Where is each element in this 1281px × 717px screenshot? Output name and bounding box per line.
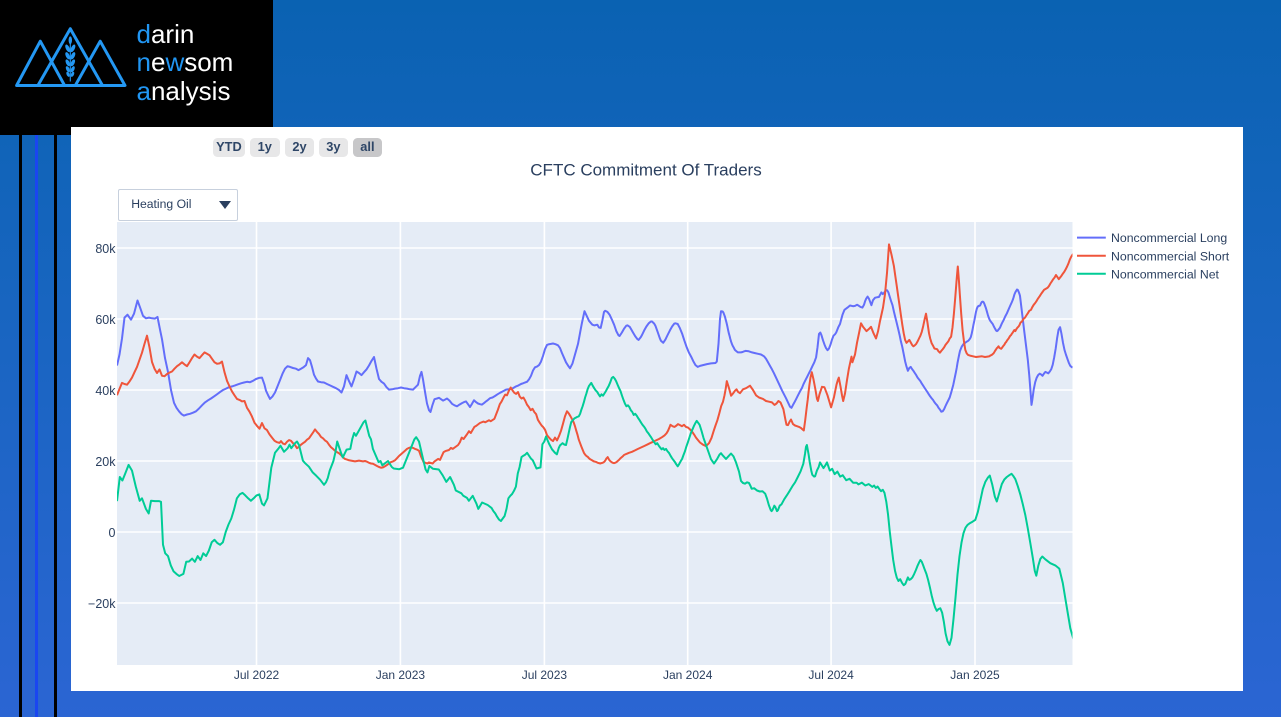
svg-text:Jul 2023: Jul 2023 [522, 668, 568, 682]
svg-text:Jul 2024: Jul 2024 [808, 668, 854, 682]
svg-text:0: 0 [109, 526, 116, 540]
svg-text:Jan 2023: Jan 2023 [376, 668, 426, 682]
svg-text:20k: 20k [95, 455, 116, 469]
svg-text:Jan 2025: Jan 2025 [950, 668, 1000, 682]
svg-text:−20k: −20k [88, 597, 116, 611]
svg-text:Noncommercial Short: Noncommercial Short [1111, 249, 1230, 263]
svg-text:Jan 2024: Jan 2024 [663, 668, 713, 682]
svg-text:Noncommercial Long: Noncommercial Long [1111, 231, 1227, 245]
svg-text:Jul 2022: Jul 2022 [234, 668, 280, 682]
svg-text:Noncommercial Net: Noncommercial Net [1111, 267, 1220, 281]
svg-text:60k: 60k [95, 313, 116, 327]
svg-text:80k: 80k [95, 242, 116, 256]
svg-text:CFTC Commitment Of Traders: CFTC Commitment Of Traders [530, 161, 761, 180]
svg-text:40k: 40k [95, 384, 116, 398]
